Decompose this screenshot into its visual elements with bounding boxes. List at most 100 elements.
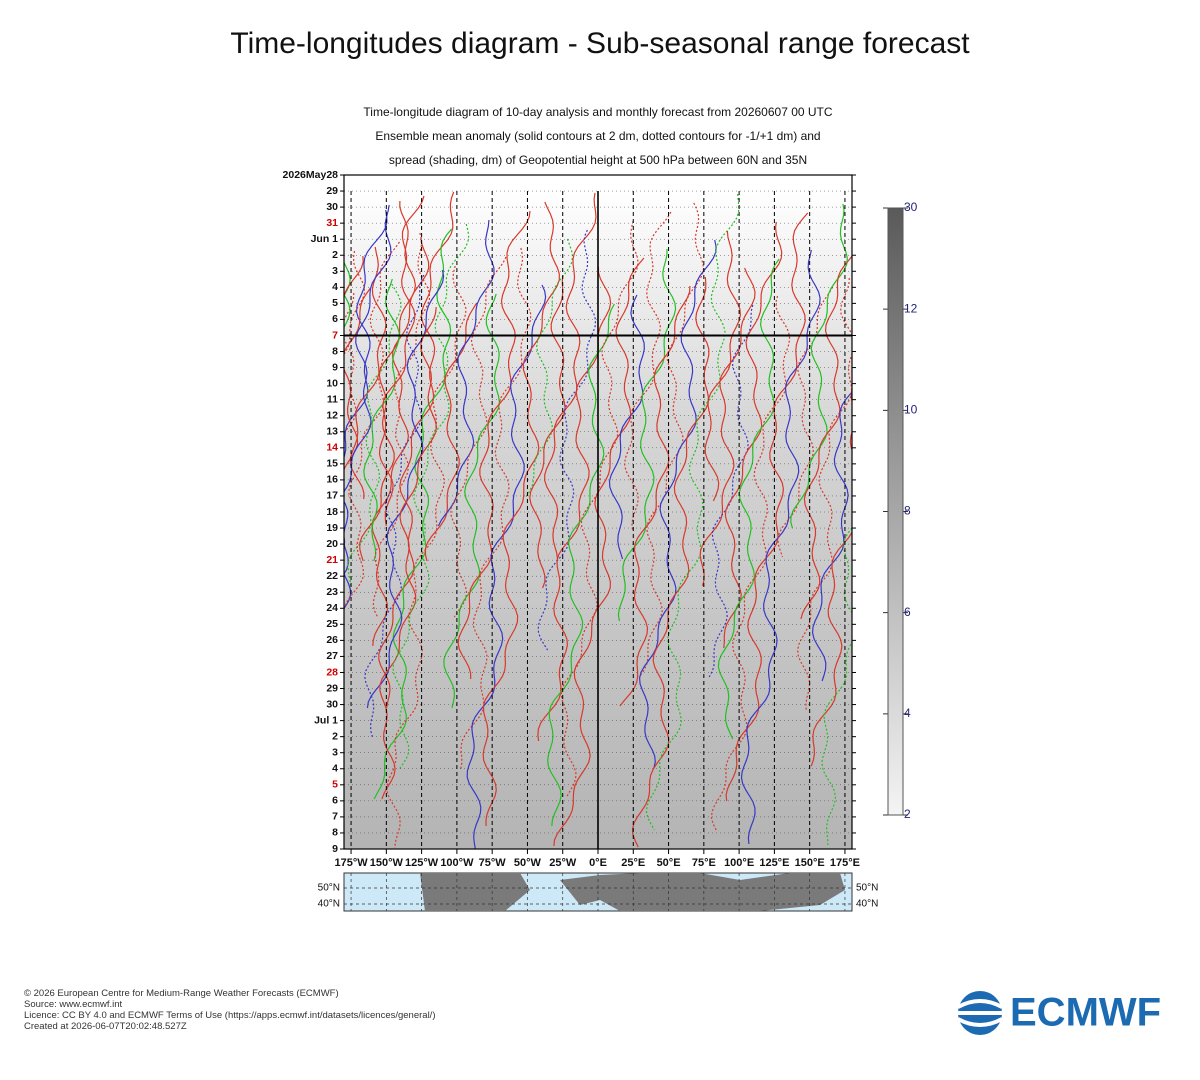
x-tick-label: 150°W xyxy=(370,857,404,869)
x-tick-label: 125°W xyxy=(405,857,439,869)
footer-line: Source: www.ecmwf.int xyxy=(24,999,123,1010)
x-tick-label: 75°E xyxy=(692,857,716,869)
colorbar-tick-label: 30 xyxy=(904,200,918,214)
contour xyxy=(725,212,809,802)
logo-text: ECMWF xyxy=(1010,991,1161,1035)
y-tick-label: 12 xyxy=(326,409,338,421)
y-tick-label: 25 xyxy=(326,618,338,630)
page-title: Time-longitudes diagram - Sub-seasonal r… xyxy=(230,27,970,60)
contour xyxy=(529,275,566,589)
colorbar-tick-label: 8 xyxy=(904,504,911,518)
contour xyxy=(723,221,783,649)
contour xyxy=(363,278,400,562)
contour xyxy=(344,293,351,329)
contour xyxy=(265,265,321,619)
y-tick-label: 2 xyxy=(332,730,338,742)
land xyxy=(420,873,845,911)
contour xyxy=(372,232,431,618)
contour xyxy=(344,204,392,610)
chart-subtitle: Time-longitude diagram of 10-day analysi… xyxy=(363,105,832,119)
y-tick-label: 9 xyxy=(332,361,338,373)
y-tick-label: 17 xyxy=(326,490,338,502)
contour xyxy=(608,294,645,560)
y-tick-label: 15 xyxy=(326,458,338,470)
contour xyxy=(537,229,597,651)
y-tick-label: 29 xyxy=(326,185,338,197)
y-tick-label: 16 xyxy=(326,474,338,486)
colorbar-tick-label: 2 xyxy=(904,807,911,821)
y-tick-label: 11 xyxy=(327,393,338,405)
contour xyxy=(631,276,710,848)
y-tick-label: 3 xyxy=(332,265,338,277)
footer: © 2026 European Centre for Medium-Range … xyxy=(24,988,436,1032)
y-tick-label: 24 xyxy=(326,602,338,614)
y-tick-label: 6 xyxy=(332,795,338,807)
y-tick-label: 21 xyxy=(326,554,338,566)
contour xyxy=(443,293,501,709)
y-tick-label: 9 xyxy=(332,843,338,855)
contour xyxy=(821,526,852,846)
contour xyxy=(228,306,294,846)
y-tick-label: Jul 1 xyxy=(314,714,338,726)
chart-subtitle: spread (shading, dm) of Geopotential hei… xyxy=(389,153,807,167)
x-tick-label: 75°W xyxy=(479,857,507,869)
contour xyxy=(704,230,742,502)
contour xyxy=(560,220,639,798)
y-tick-label: 26 xyxy=(326,634,338,646)
y-tick-label: 19 xyxy=(326,522,338,534)
y-tick-label: Jun 1 xyxy=(311,233,339,245)
contour xyxy=(344,287,371,472)
y-tick-label: 30 xyxy=(326,698,338,710)
y-tick-label: 2 xyxy=(332,249,338,261)
contour xyxy=(364,274,425,738)
y-tick-label: 20 xyxy=(326,538,338,550)
y-tick-label: 29 xyxy=(326,682,338,694)
contour xyxy=(777,286,834,558)
contour xyxy=(270,228,316,528)
x-tick-label: 125°E xyxy=(759,857,789,869)
chart-subtitle: Ensemble mean anomaly (solid contours at… xyxy=(375,129,820,143)
y-tick-label: 4 xyxy=(332,763,338,775)
contour xyxy=(366,269,445,709)
contour xyxy=(617,248,677,622)
contour xyxy=(378,191,455,709)
contour xyxy=(347,283,402,591)
contour xyxy=(271,191,311,437)
x-tick-label: 175°W xyxy=(334,857,368,869)
x-tick-label: 0°E xyxy=(589,857,607,869)
contour xyxy=(271,223,326,499)
contour xyxy=(378,195,425,527)
x-tick-label: 50°W xyxy=(514,857,542,869)
contour xyxy=(810,387,852,767)
y-tick-label: 8 xyxy=(332,345,338,357)
y-tick-label: 7 xyxy=(332,329,338,341)
colorbar-tick-label: 4 xyxy=(904,706,911,720)
y-tick-label: 31 xyxy=(326,217,338,229)
x-tick-label: 25°W xyxy=(549,857,577,869)
map-lat-label: 50°N xyxy=(318,883,340,894)
chart: Time-longitudes diagram - Sub-seasonal r… xyxy=(228,27,970,912)
y-tick-label: 22 xyxy=(326,570,338,582)
y-tick-label: 2026May28 xyxy=(283,169,339,181)
y-tick-label: 8 xyxy=(332,827,338,839)
y-tick-label: 5 xyxy=(332,779,338,791)
y-tick-label: 3 xyxy=(332,746,338,758)
contour xyxy=(482,201,560,827)
contour xyxy=(544,192,597,560)
map-lat-label: 50°N xyxy=(856,883,878,894)
contour xyxy=(371,237,430,647)
contour xyxy=(344,224,351,297)
colorbar-tick-label: 10 xyxy=(904,403,918,417)
contour xyxy=(457,210,531,680)
footer-line: Created at 2026-06-07T20:02:48.527Z xyxy=(24,1021,187,1032)
colorbar-tick-label: 12 xyxy=(904,301,918,315)
y-tick-label: 28 xyxy=(326,666,338,678)
y-tick-label: 4 xyxy=(332,281,338,293)
footer-line: Licence: CC BY 4.0 and ECMWF Terms of Us… xyxy=(24,1010,436,1021)
contour xyxy=(717,258,780,740)
y-tick-label: 18 xyxy=(326,506,338,518)
contour xyxy=(547,303,615,827)
contour xyxy=(553,257,645,847)
contour xyxy=(638,239,717,769)
